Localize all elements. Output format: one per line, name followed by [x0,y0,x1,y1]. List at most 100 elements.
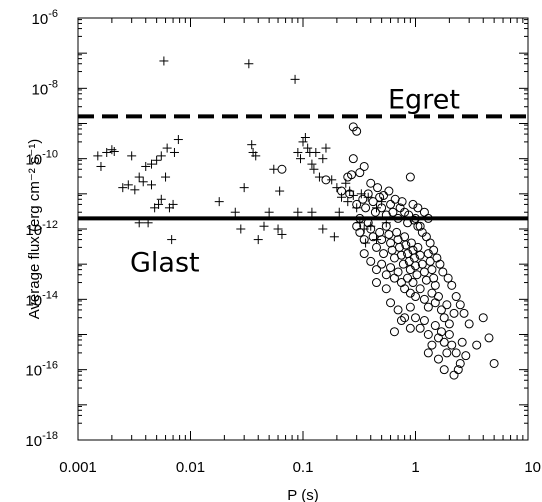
circle-marker [419,294,429,304]
plus-marker [130,185,140,195]
circle-marker [433,333,443,343]
x-axis-title: P (s) [287,487,318,502]
plot-frame [77,17,529,441]
circle-marker [405,302,415,312]
circle-marker [321,175,331,185]
plus-marker [298,137,308,147]
circle-marker [348,154,358,164]
plus-marker [156,151,166,161]
circle-marker [386,238,396,248]
plus-marker [307,207,317,217]
data-points [93,56,499,380]
circle-marker [405,172,415,182]
plus-marker [293,207,303,217]
plus-marker [146,180,156,190]
circle-marker [413,203,423,213]
circle-marker [436,327,446,337]
circle-marker [397,197,407,207]
plus-marker [264,207,274,217]
circle-marker [384,186,394,196]
circle-marker [363,189,373,199]
circle-marker [381,270,391,280]
y-tick-label: 10-10 [25,149,58,169]
circle-marker [277,164,287,174]
circle-marker [451,348,461,358]
plus-marker [309,164,319,174]
plus-marker [214,197,224,207]
circle-marker [379,249,389,259]
plus-marker [123,180,133,190]
circle-marker [413,242,423,252]
plus-marker [138,177,148,187]
y-tick-label: 10-6 [32,8,58,28]
circle-marker [400,284,410,294]
circle-marker [377,235,387,245]
circle-marker [427,340,437,350]
circle-marker [419,267,429,277]
circle-marker [411,292,420,302]
circle-marker [398,259,408,269]
circle-marker [393,305,403,315]
circle-marker [386,298,396,308]
plus-marker [109,146,119,156]
circle-marker [408,199,418,209]
axis-ticks [77,18,528,441]
circle-marker [411,261,420,271]
circle-marker [384,229,394,239]
circle-marker [439,365,449,375]
circle-marker [381,284,391,294]
circle-marker [359,235,369,245]
y-tick-label: 10-18 [25,430,58,450]
plus-marker [162,143,172,153]
plus-marker [293,147,303,157]
y-tick-label: 10-12 [25,219,58,239]
egret-label: Egret [388,84,460,115]
threshold-lines: Egret Glast [78,84,528,278]
x-tick-label: 10 [524,459,541,476]
circle-marker [400,232,410,242]
circle-marker [386,263,396,273]
plus-marker [169,147,179,157]
circle-marker [419,316,429,326]
circle-marker [355,168,365,178]
plus-marker [107,145,117,155]
circle-marker [359,249,369,259]
circle-marker [438,267,448,277]
circle-marker [472,340,482,350]
x-tick-label: 0.01 [176,459,205,476]
y-tick-label: 10-16 [25,360,58,380]
circle-marker [447,280,457,290]
circle-marker [411,313,420,323]
circle-marker [396,316,406,326]
plus-marker [277,229,287,239]
circle-marker [455,300,465,310]
x-tick-label: 0.001 [59,459,97,476]
y-tick-labels: 10-18 10-16 10-14 10-12 10-10 10-8 10-6 [25,8,58,450]
plus-marker [102,147,112,157]
circle-marker [368,197,378,207]
circle-marker [459,308,469,318]
circle-marker [389,327,399,337]
circle-marker [435,259,445,269]
circle-marker [423,330,433,339]
plus-marker [273,224,283,234]
circle-marker [449,370,459,380]
plus-marker [321,143,331,153]
circle-marker [405,323,415,333]
plus-marker [152,155,162,165]
x-tick-label: 0.1 [293,459,314,476]
x-tick-labels: 0.001 0.01 0.1 1 10 [59,459,541,476]
circle-marker [415,323,425,333]
plus-marker [334,207,344,217]
plus-marker [247,140,257,150]
plus-marker [127,151,137,161]
circle-marker [370,207,380,217]
plus-marker [259,221,269,231]
plus-marker [154,199,164,209]
circle-marker [442,300,452,310]
circle-marker [484,333,494,343]
circle-marker [430,280,440,290]
circle-marker [449,308,459,318]
circle-marker [371,242,381,252]
